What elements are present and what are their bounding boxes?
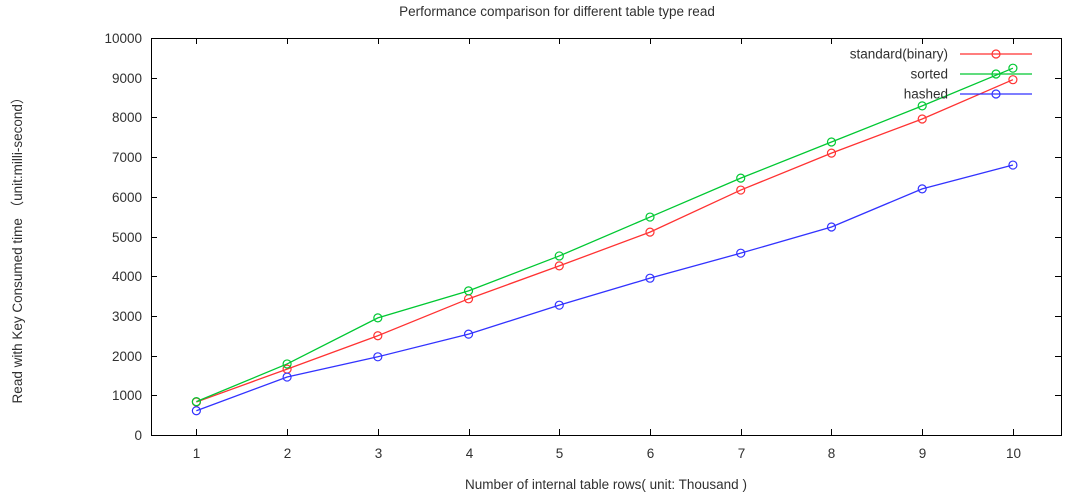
data-point-marker-hashed xyxy=(554,300,564,310)
data-point-marker-hashed xyxy=(463,329,474,339)
data-point-marker-sorted xyxy=(645,212,655,222)
legend-label-standard-binary: standard(binary) xyxy=(850,47,948,62)
legend-label-hashed: hashed xyxy=(904,87,948,102)
legend-marker-hashed xyxy=(991,89,1001,99)
data-point-marker-hashed xyxy=(826,222,837,232)
data-point-marker-standard-binary xyxy=(554,261,564,271)
data-point-marker-hashed xyxy=(1008,160,1018,170)
data-point-marker-standard-binary xyxy=(826,148,837,158)
data-point-marker-hashed xyxy=(373,352,383,362)
data-point-marker-sorted xyxy=(191,397,201,407)
x-axis-label: Number of internal table rows( unit: Tho… xyxy=(465,477,747,492)
data-point-marker-hashed xyxy=(736,248,746,258)
y-tick-label: 7000 xyxy=(112,150,142,165)
data-point-marker-sorted xyxy=(736,173,746,183)
x-tick-label: 6 xyxy=(647,446,655,461)
data-point-marker-sorted xyxy=(826,137,837,147)
chart-title: Performance comparison for different tab… xyxy=(399,4,715,19)
data-point-marker-hashed xyxy=(645,273,655,283)
y-tick-label: 1000 xyxy=(112,388,142,403)
y-tick-label: 3000 xyxy=(112,309,142,324)
y-tick-label: 10000 xyxy=(104,31,142,46)
x-tick-label: 4 xyxy=(466,446,474,461)
data-point-marker-hashed xyxy=(191,406,201,416)
x-tick-label: 8 xyxy=(828,446,836,461)
data-point-marker-standard-binary xyxy=(1008,75,1018,85)
x-tick-label: 1 xyxy=(193,446,201,461)
x-tick-label: 10 xyxy=(1006,446,1021,461)
y-tick-label: 0 xyxy=(134,428,142,443)
data-point-marker-standard-binary xyxy=(645,227,655,237)
data-point-marker-sorted xyxy=(282,359,292,369)
data-point-marker-sorted xyxy=(373,313,383,323)
series-line-hashed xyxy=(196,164,1014,412)
data-point-marker-hashed xyxy=(282,372,292,382)
y-tick-label: 6000 xyxy=(112,190,142,205)
series-line-sorted xyxy=(196,67,1014,403)
x-tick-label: 3 xyxy=(375,446,383,461)
y-tick-label: 2000 xyxy=(112,349,142,364)
data-point-marker-sorted xyxy=(463,286,474,296)
data-point-marker-sorted xyxy=(554,251,564,261)
legend-marker-standard-binary xyxy=(991,49,1001,59)
series-line-standard-binary xyxy=(196,79,1014,403)
y-tick-label: 8000 xyxy=(112,110,142,125)
data-point-marker-standard-binary xyxy=(917,114,927,124)
data-point-marker-standard-binary xyxy=(736,185,746,195)
y-tick-label: 9000 xyxy=(112,71,142,86)
data-point-marker-hashed xyxy=(917,184,927,194)
data-point-marker-standard-binary xyxy=(373,331,383,341)
x-tick-label: 5 xyxy=(556,446,564,461)
x-tick-label: 9 xyxy=(919,446,927,461)
data-point-marker-sorted xyxy=(1008,63,1018,73)
legend-label-sorted: sorted xyxy=(910,67,948,82)
y-tick-label: 5000 xyxy=(112,230,142,245)
x-tick-label: 7 xyxy=(738,446,746,461)
x-tick-label: 2 xyxy=(284,446,292,461)
y-tick-label: 4000 xyxy=(112,269,142,284)
legend-marker-sorted xyxy=(991,69,1001,79)
data-point-marker-sorted xyxy=(917,101,927,111)
